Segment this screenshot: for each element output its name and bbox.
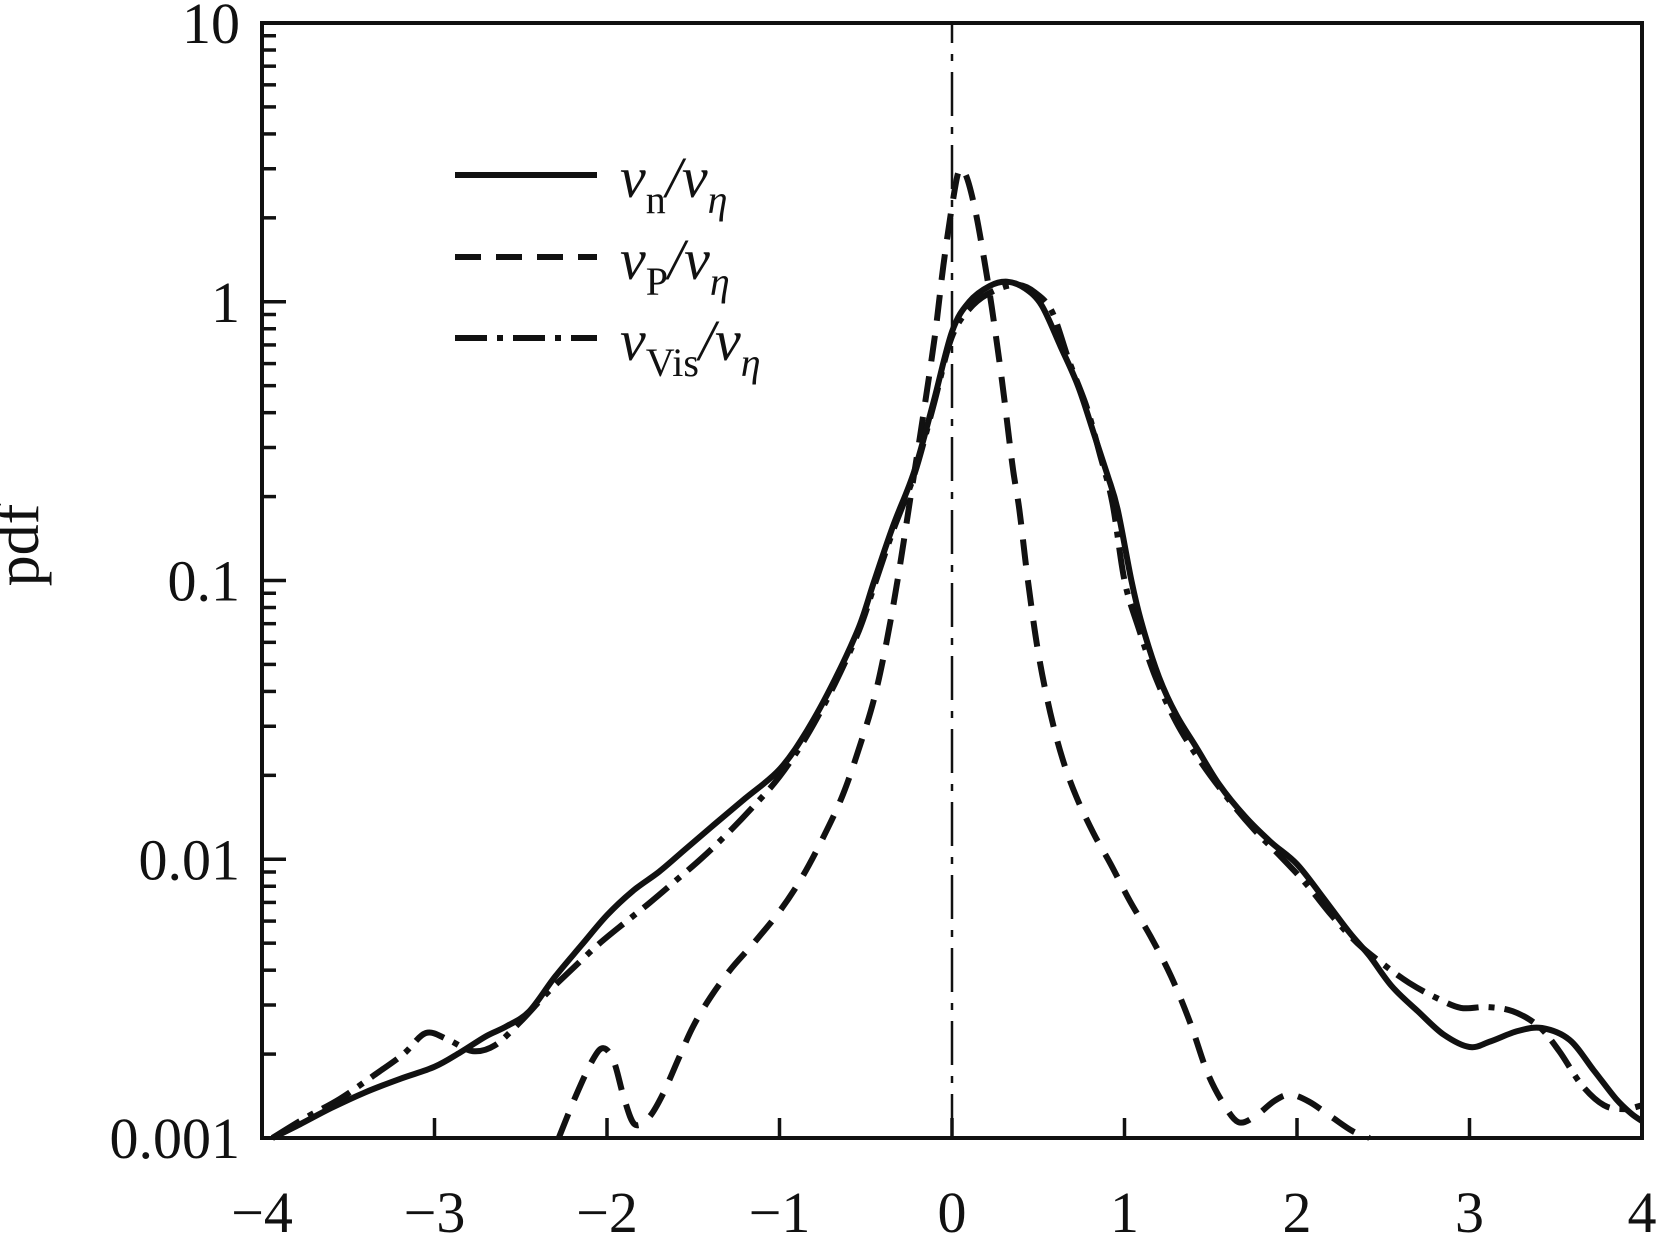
legend-label-vp: vP/vη — [620, 227, 730, 304]
legend-label-vvis: vVis/vη — [620, 308, 761, 385]
x-tick-label: −2 — [576, 1180, 638, 1245]
x-tick-label: 3 — [1455, 1180, 1484, 1245]
y-axis-title: pdf — [0, 503, 52, 586]
series-vp-curve — [555, 165, 1371, 1141]
x-tick-label: 0 — [938, 1180, 967, 1245]
x-tick-label: −4 — [231, 1180, 293, 1245]
series-vn-curve — [271, 278, 1643, 1141]
x-tick-label: 1 — [1110, 1180, 1139, 1245]
x-tick-label: −3 — [404, 1180, 466, 1245]
series-vvis-curve — [270, 281, 1643, 1141]
y-tick-label: 10 — [182, 0, 240, 56]
x-tick-label: 4 — [1628, 1180, 1657, 1245]
y-tick-label: 0.1 — [168, 549, 241, 614]
y-tick-label: 1 — [211, 270, 240, 335]
x-tick-label: 2 — [1283, 1180, 1312, 1245]
y-tick-label: 0.001 — [110, 1106, 241, 1171]
legend-label-vn: vn/vη — [620, 145, 727, 222]
y-tick-label: 0.01 — [139, 827, 241, 892]
x-tick-label: −1 — [749, 1180, 811, 1245]
